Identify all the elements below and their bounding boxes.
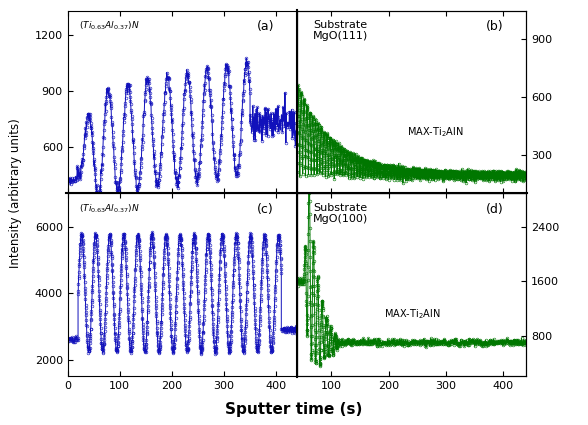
Text: MAX-Ti$_2$AlN: MAX-Ti$_2$AlN [407,125,463,139]
Text: (d): (d) [486,203,503,215]
Text: Substrate
MgO(100): Substrate MgO(100) [313,203,368,224]
Text: (a): (a) [256,20,274,33]
Text: $(Ti_{0.63}Al_{0.37})N$: $(Ti_{0.63}Al_{0.37})N$ [79,203,140,215]
Text: Intensity (arbitrary units): Intensity (arbitrary units) [9,119,22,268]
Text: MAX-Ti$_2$AlN: MAX-Ti$_2$AlN [384,308,440,321]
Text: $(Ti_{0.63}Al_{0.37})N$: $(Ti_{0.63}Al_{0.37})N$ [79,20,140,32]
Text: (c): (c) [258,203,274,215]
Text: Substrate
MgO(111): Substrate MgO(111) [313,20,368,41]
Text: (b): (b) [486,20,503,33]
Text: Sputter time (s): Sputter time (s) [225,402,363,417]
